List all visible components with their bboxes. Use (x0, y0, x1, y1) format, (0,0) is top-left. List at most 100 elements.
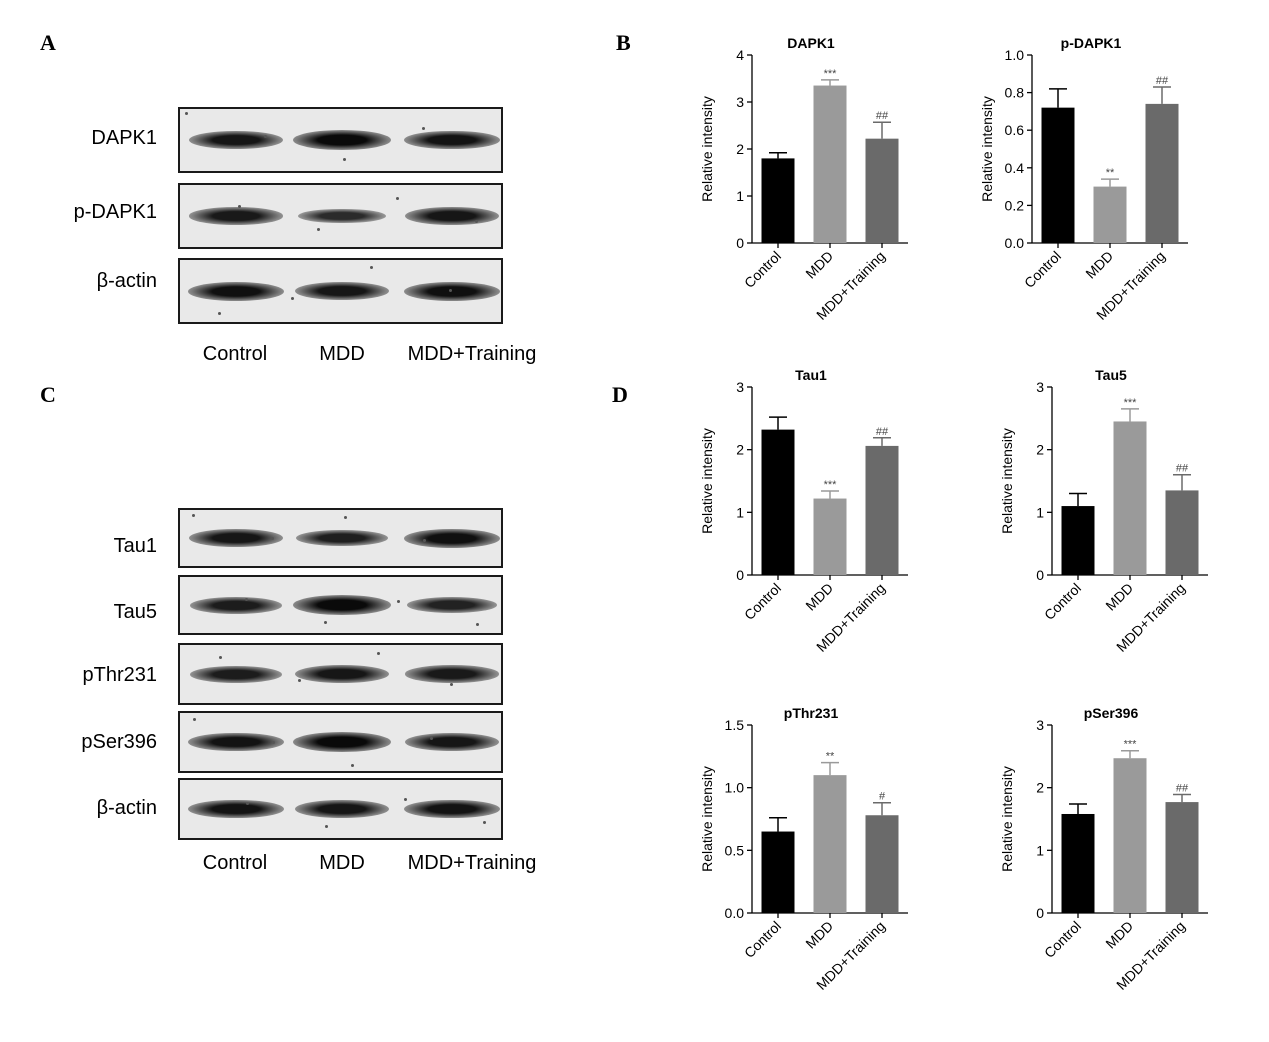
bar-chart-dapk1: DAPK1 Relative intensity 0 1 2 3 4 Control *** MD… (699, 35, 908, 323)
blot-band (189, 207, 283, 225)
blot-band (406, 597, 498, 613)
blot-speck (430, 737, 433, 740)
panel-letter-a: A (40, 30, 56, 55)
blot-band (187, 281, 285, 301)
y-tick-label: 1.0 (1005, 47, 1025, 63)
x-tick-label: Control (741, 248, 784, 291)
x-tick-label: MDD (802, 248, 836, 282)
blot-band (293, 732, 391, 752)
significance-label: ## (1156, 75, 1169, 87)
bar-mdd-training (1145, 103, 1179, 243)
blot-speck (351, 764, 354, 767)
x-tick-label: MDD (1102, 580, 1136, 614)
y-axis-label: Relative intensity (999, 428, 1015, 534)
x-tick-label: Control (1041, 918, 1084, 961)
bar-control (761, 429, 795, 575)
y-axis-label: Relative intensity (999, 766, 1015, 872)
blot-band (297, 208, 387, 224)
blot-a-strip (178, 183, 503, 249)
blot-speck (291, 297, 294, 300)
blot-speck (272, 741, 275, 744)
bar-mdd-training (865, 815, 899, 913)
significance-label: ** (1106, 167, 1115, 179)
blot-speck (245, 598, 248, 601)
significance-label: *** (824, 479, 838, 491)
y-axis-label: Relative intensity (699, 428, 715, 534)
blot-c-strip (178, 778, 503, 840)
bar-control (1061, 813, 1095, 913)
blot-c-strip (178, 575, 503, 635)
y-tick-label: 0 (736, 235, 744, 251)
y-tick-label: 1 (1036, 504, 1044, 520)
blot-speck (324, 621, 327, 624)
y-tick-label: 0 (1036, 905, 1044, 921)
blot-band (293, 595, 391, 615)
bar-chart-pthr231: pThr231 Relative intensity 0.0 0.5 1.0 1.5 Con… (699, 705, 908, 993)
blot-c-lane-label: MDD+Training (407, 852, 537, 874)
y-tick-label: 2 (736, 442, 744, 458)
y-tick-label: 3 (1036, 379, 1044, 395)
significance-label: *** (1124, 739, 1138, 751)
y-tick-label: 0.6 (1005, 122, 1025, 138)
blot-a-row-label: p-DAPK1 (73, 201, 157, 223)
significance-label: ## (876, 110, 889, 122)
blot-speck (193, 718, 196, 721)
blot-band (189, 596, 283, 614)
y-tick-label: 1.0 (725, 780, 745, 796)
x-tick-label: Control (1021, 248, 1064, 291)
bar-mdd (1113, 421, 1147, 575)
y-tick-label: 0 (736, 567, 744, 583)
chart-title: Tau1 (795, 367, 827, 383)
chart-title: p-DAPK1 (1061, 35, 1122, 51)
bar-chart-tau1: Tau1 Relative intensity 0 1 2 3 Control *** MDD #… (699, 367, 908, 655)
blot-band (188, 732, 284, 752)
blot-c-row-label: pSer396 (81, 731, 157, 753)
blot-c-row-label: Tau1 (113, 535, 157, 557)
blot-c-row-label: Tau5 (113, 601, 157, 623)
blot-c-lane-label: Control (202, 852, 268, 874)
y-tick-label: 2 (1036, 780, 1044, 796)
blot-c-row-label: pThr231 (82, 664, 158, 686)
blot-speck (449, 289, 452, 292)
blot-speck (404, 798, 407, 801)
blot-band (296, 529, 388, 547)
blot-speck (450, 683, 453, 686)
x-tick-label: MDD (1102, 918, 1136, 952)
significance-label: ## (876, 426, 889, 438)
y-tick-label: 3 (1036, 717, 1044, 733)
blot-a-lane-label: MDD (319, 343, 365, 365)
significance-label: *** (824, 68, 838, 80)
significance-label: # (879, 791, 886, 803)
blot-band (294, 800, 390, 818)
blot-a-lane-label: Control (202, 343, 268, 365)
bar-chart-tau5: Tau5 Relative intensity 0 1 2 3 Control *** MDD #… (999, 367, 1208, 655)
bar-mdd-training (1165, 802, 1199, 913)
bar-mdd (1093, 186, 1127, 243)
blot-band (404, 207, 500, 225)
blot-band (405, 665, 499, 683)
chart-title: Tau5 (1095, 367, 1127, 383)
bar-mdd (813, 775, 847, 913)
panel-letter-b: B (616, 30, 631, 55)
y-tick-label: 0.2 (1005, 197, 1025, 213)
bar-mdd (813, 85, 847, 243)
y-axis-label: Relative intensity (699, 766, 715, 872)
x-tick-label: MDD (802, 580, 836, 614)
blot-speck (264, 135, 267, 138)
blot-speck (422, 127, 425, 130)
bar-control (761, 158, 795, 243)
y-tick-label: 0.0 (1005, 235, 1025, 251)
y-tick-label: 3 (736, 94, 744, 110)
y-tick-label: 4 (736, 47, 744, 63)
blot-speck (218, 312, 221, 315)
y-tick-label: 1 (1036, 842, 1044, 858)
blot-band (404, 130, 500, 150)
blot-c-strip (178, 711, 503, 773)
significance-label: ** (826, 751, 835, 763)
blot-speck (192, 514, 195, 517)
panel-letter-c: C (40, 382, 56, 407)
blot-a-strip (178, 258, 503, 324)
blot-a-row-label: DAPK1 (91, 127, 157, 149)
blot-speck (343, 158, 346, 161)
blot-band (189, 665, 283, 683)
